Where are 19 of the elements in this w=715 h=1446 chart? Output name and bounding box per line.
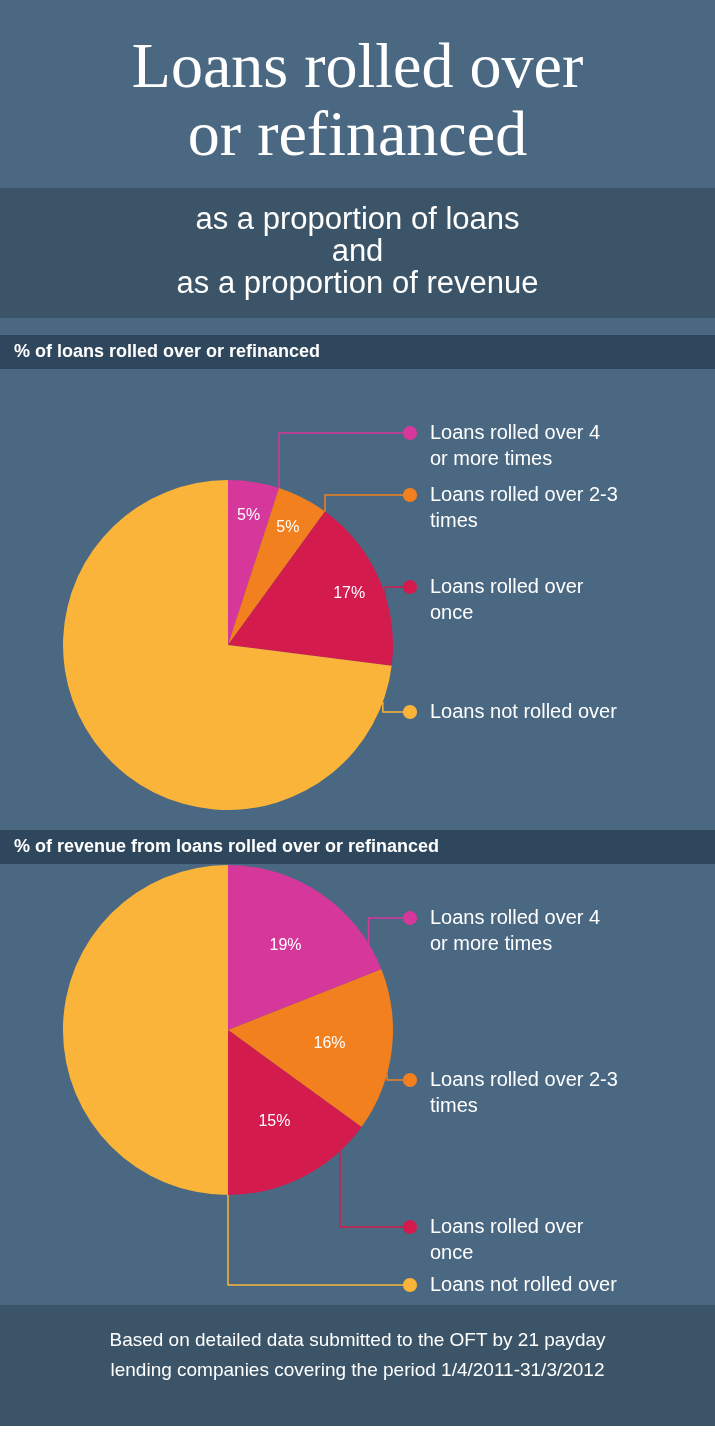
legend-label: Loans not rolled over [430,1273,618,1295]
data-label: 5% [237,505,261,523]
data-label: 19% [269,936,302,954]
legend-label: Loans rolled over once [430,1215,584,1263]
legend-label: Loans not rolled over [430,700,618,722]
legend-label: Loans rolled over once [430,575,584,623]
data-label: 15% [258,1112,291,1130]
data-label: 17% [333,583,366,601]
chart-title: Loans rolled over or refinanced [131,30,584,169]
data-label: 5% [276,518,300,536]
chart-subtitle: as a proportion of loans and as a proportion of revenue [176,201,539,300]
legend-label: Loans rolled over 2-3 times [430,483,618,531]
text: % of loans rolled over or refinanced [14,341,321,361]
slice-label: Loans rolled over 4 or more times [430,906,601,954]
chart-title: % of revenue from loans rolled over or refinanced [14,836,440,856]
legend-label: Loans rolled over 4 or more times [430,421,601,469]
data-label: 16% [313,1033,346,1051]
legend-label: Loans rolled over 2-3 times [430,1068,618,1116]
text: Based on detailed data submitted to the OFT by 21 payday lending companies covering the period 1/4/2011-31/3/2012 [109,1329,607,1380]
